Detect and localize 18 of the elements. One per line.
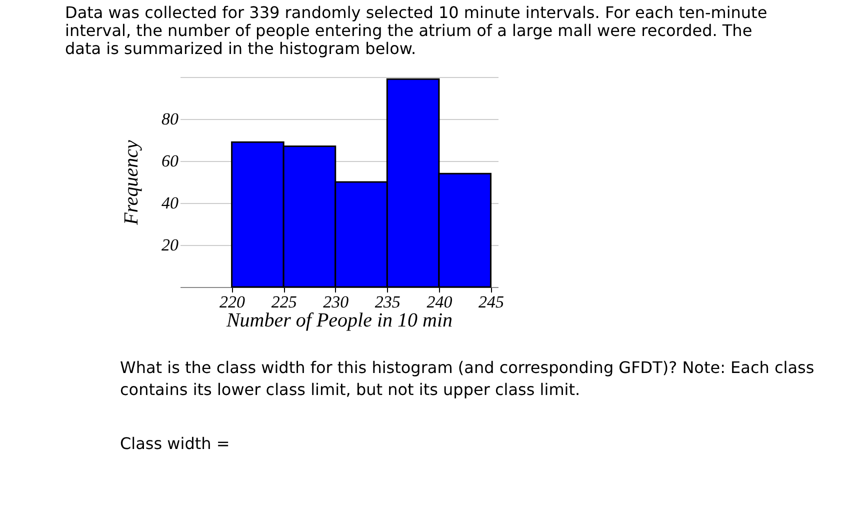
x-tick-label: 220 (220, 292, 246, 312)
x-tick-label: 240 (426, 292, 453, 312)
text: Data was collected for 339 randomly selected 10 minute intervals. For each ten-minute (65, 3, 768, 22)
x-tick-label: 225 (271, 292, 297, 312)
text: contains its lower class limit, but not its upper class limit. (120, 380, 580, 399)
text: What is the class width for this histogram (and corresponding GFDT)? Note: Each class (120, 358, 814, 377)
text: data is summarized in the histogram below. (65, 39, 416, 58)
x-tick-label: 230 (323, 292, 350, 312)
text: Class width = (120, 434, 230, 453)
x-tick-label: 235 (374, 292, 400, 312)
y-tick-label: 60 (162, 152, 179, 170)
y-axis-title: Frequency (120, 140, 142, 226)
y-tick-label: 20 (162, 236, 179, 254)
x-axis-title: Number of People in 10 min (225, 310, 453, 332)
y-tick-label: 80 (162, 110, 179, 128)
y-tick-label: 40 (162, 194, 179, 212)
x-tick-label: 245 (478, 292, 504, 312)
text: interval, the number of people entering the atrium of a large mall were recorded. The (65, 21, 752, 40)
